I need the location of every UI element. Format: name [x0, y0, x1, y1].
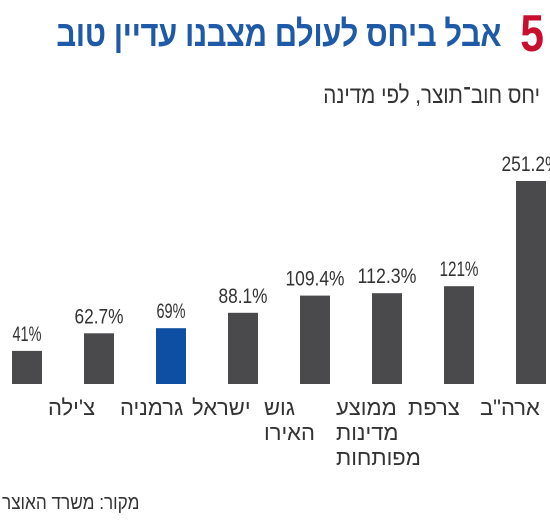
value-label: 112.3% [358, 265, 417, 288]
category-label: ממוצע מדינות מפותחות [336, 395, 421, 470]
chart-number: 5 [520, 5, 544, 63]
bar-2 [444, 286, 474, 384]
chart-title: אבל ביחס לעולם מצבנו עדיין טוב [56, 13, 502, 54]
category-label: צ'ילה [48, 395, 95, 420]
category-label: צרפת [408, 395, 460, 420]
category-label: ישראל [192, 395, 251, 420]
value-label: 109.4% [286, 268, 345, 291]
bar-5 [228, 312, 258, 384]
value-label: 41% [13, 323, 42, 346]
value-label: 62.7% [75, 305, 124, 328]
category-label: גוש האירו [264, 395, 315, 445]
bar-3 [372, 293, 402, 384]
bar-1 [516, 181, 546, 384]
value-label: 121% [440, 258, 479, 281]
chart-subtitle: יחס חוב־תוצר, לפי מדינה [323, 82, 540, 109]
value-label: 69% [157, 300, 186, 323]
bar-8 [12, 350, 42, 384]
title-row: 5 אבל ביחס לעולם מצבנו עדיין טוב [6, 6, 544, 62]
source-note: מקור: משרד האוצר [2, 492, 140, 514]
value-label: 251.2% [502, 153, 550, 176]
value-label: 88.1% [219, 285, 268, 308]
bar-6 [156, 328, 186, 384]
category-label: גרמניה [120, 395, 183, 420]
bar-4 [300, 295, 330, 384]
bar-7 [84, 333, 114, 384]
category-label: ארה"ב [480, 395, 540, 420]
chart-header: 5 אבל ביחס לעולם מצבנו עדיין טוב [6, 6, 544, 66]
